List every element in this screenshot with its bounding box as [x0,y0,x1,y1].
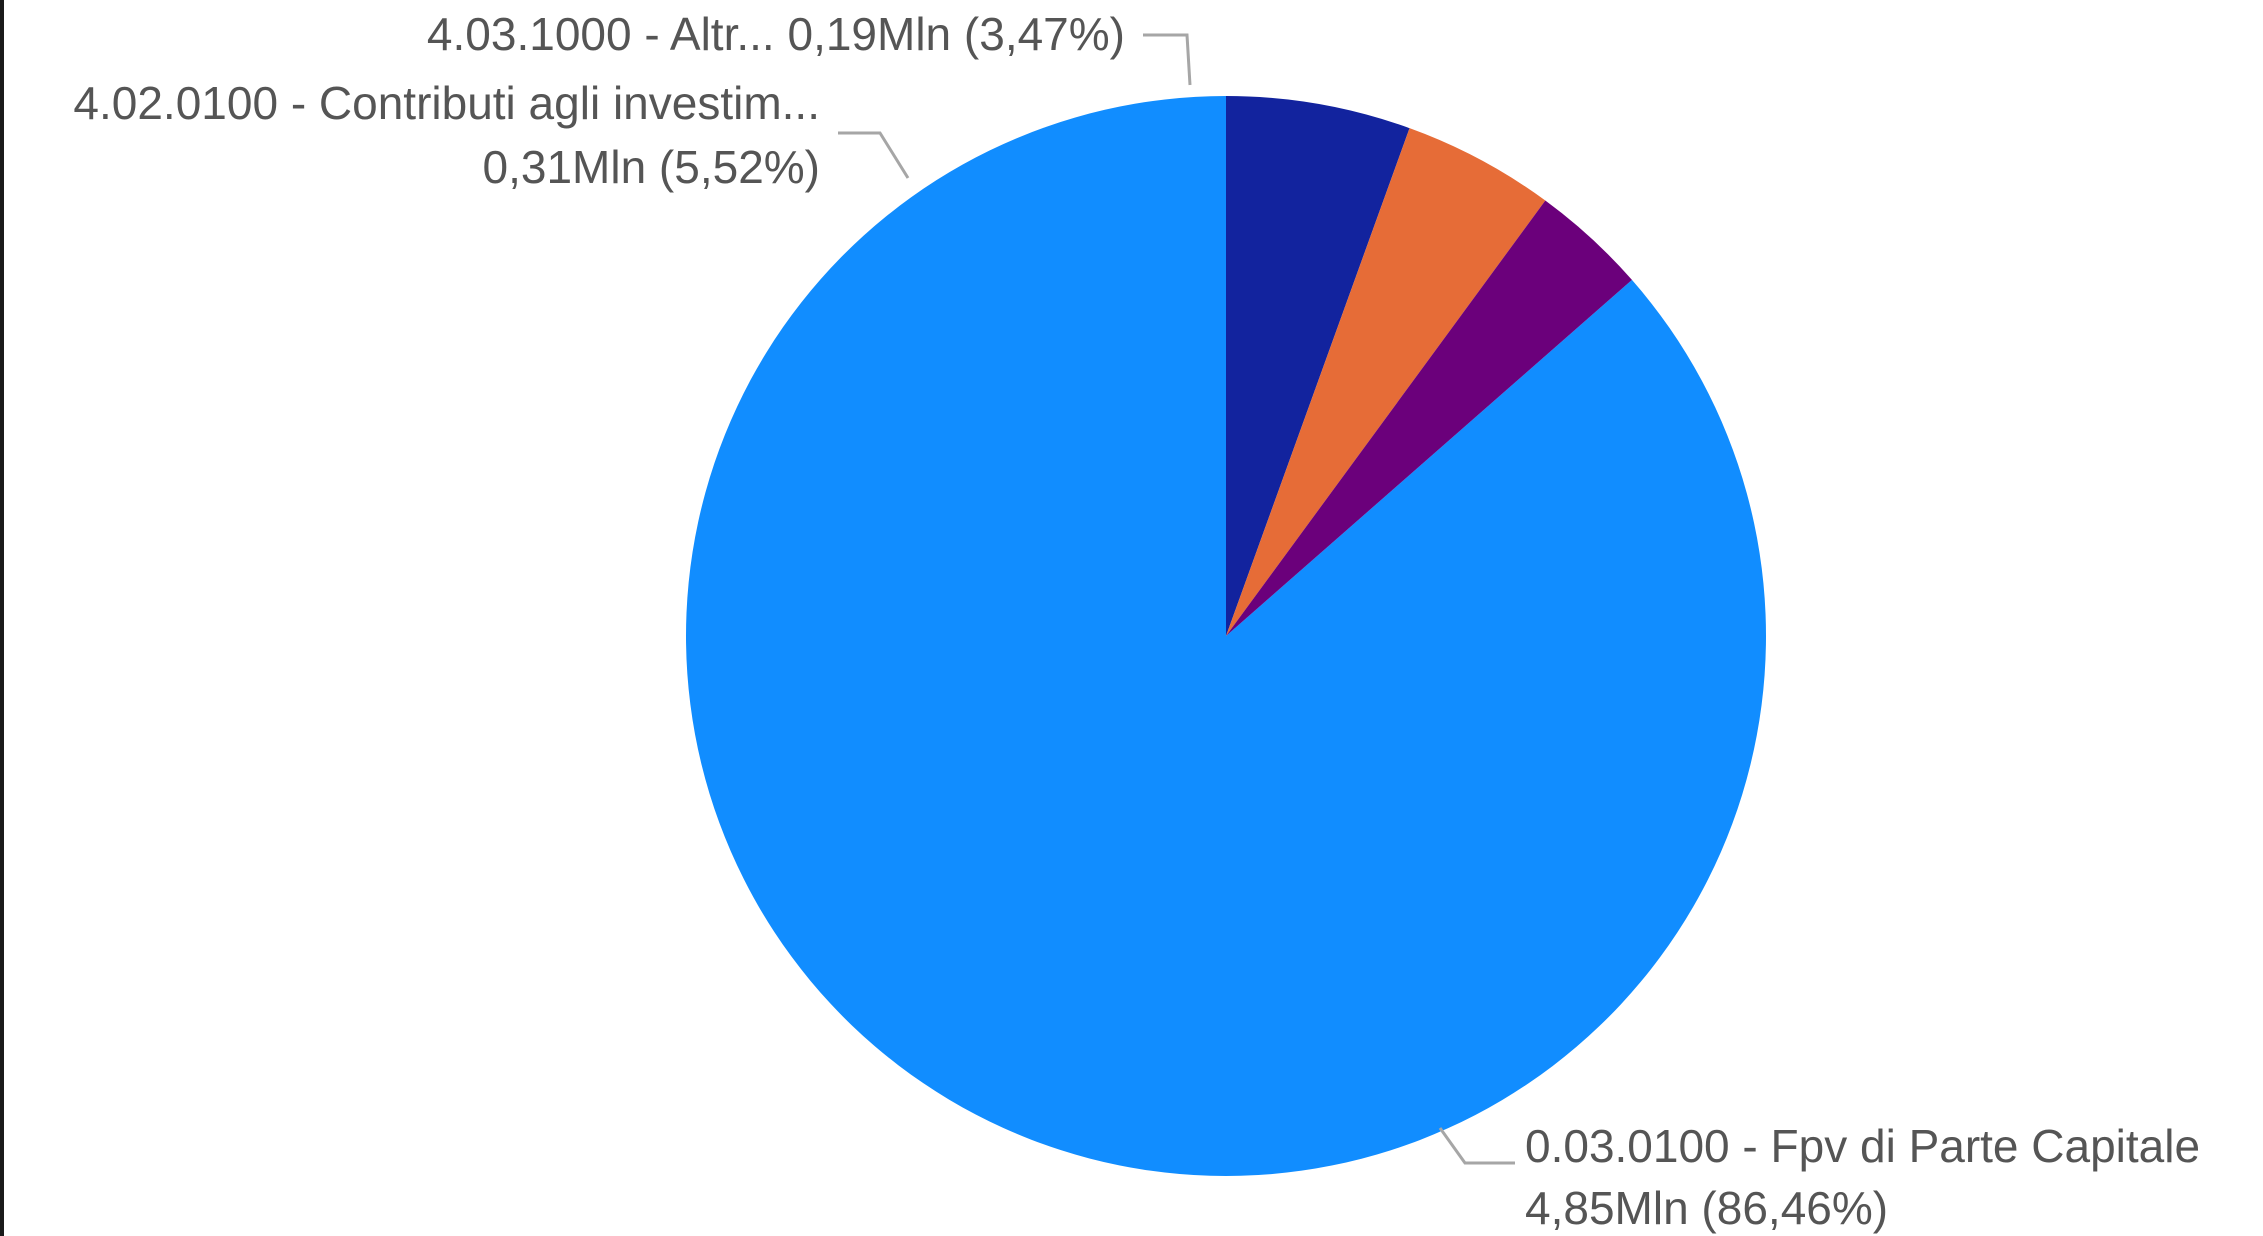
label-slice-3-name: 4.03.1000 - Altr... 0,19Mln (3,47%) [427,8,1125,60]
leader-line-slice-1 [838,131,910,179]
pie-slice-2[interactable] [1226,128,1546,636]
label-slice-1-value: 0,31Mln (5,52%) [483,141,821,193]
label-slice-0-value: 4,85Mln (86,46%) [1525,1182,1888,1234]
pie-slice-0[interactable] [685,96,1766,1176]
leader-lines [838,33,1515,1165]
pie-slice-3[interactable] [1226,200,1632,636]
leader-line-slice-0 [1438,1127,1515,1165]
visual-border [0,0,4,1236]
pie-slices [685,96,1766,1176]
label-slice-1-name: 4.02.0100 - Contributi agli investim... [73,77,820,129]
leader-line-slice-3 [1143,33,1192,86]
label-slice-0-name: 0.03.0100 - Fpv di Parte Capitale [1525,1120,2200,1172]
pie-slice-1[interactable] [1226,96,1410,636]
